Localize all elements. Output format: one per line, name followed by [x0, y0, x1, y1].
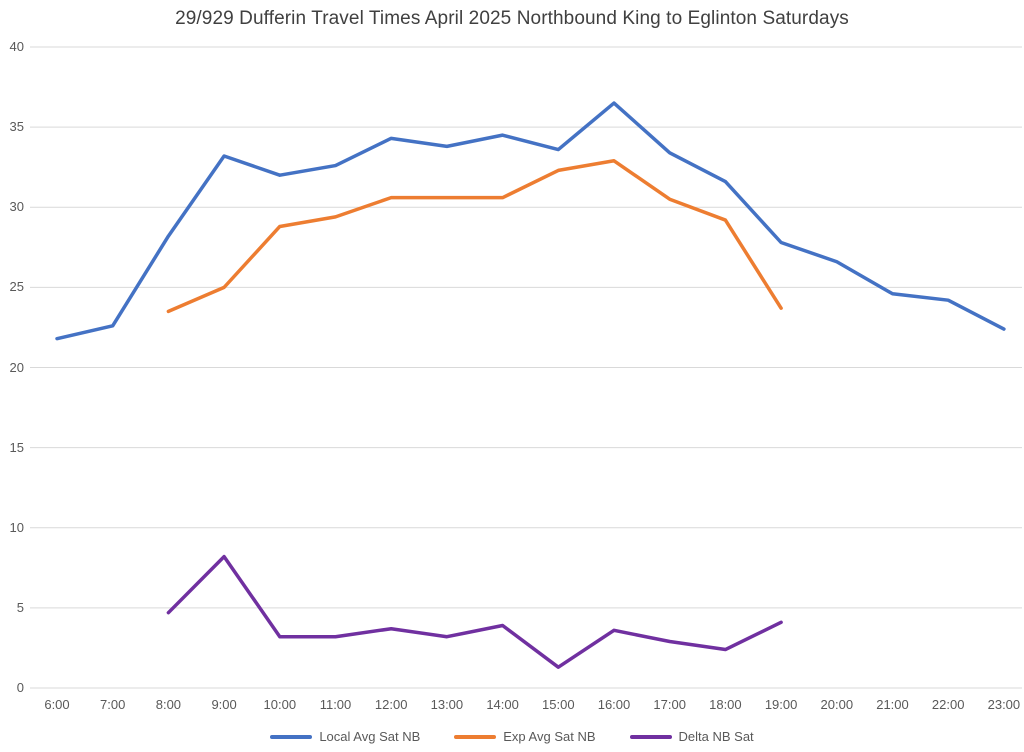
x-tick-label: 9:00 — [211, 697, 237, 712]
series-line-delta-nb-sat — [166, 554, 783, 669]
legend-line-swatch-delta — [629, 734, 672, 739]
x-tick-label: 23:00 — [987, 697, 1021, 712]
y-tick-label: 15 — [9, 439, 24, 455]
series-line-exp-avg-sat-nb — [166, 159, 783, 314]
y-tick-label: 30 — [9, 199, 24, 215]
legend-line-swatch-exp — [454, 734, 497, 739]
legend-label: Delta NB Sat — [678, 729, 754, 744]
x-tick-label: 13:00 — [430, 697, 464, 712]
x-tick-label: 10:00 — [263, 697, 297, 712]
legend-item-local-avg-sat-nb: Local Avg Sat NB — [270, 729, 420, 744]
legend-item-exp-avg-sat-nb: Exp Avg Sat NB — [454, 729, 596, 744]
x-tick-label: 19:00 — [764, 697, 798, 712]
legend-label: Local Avg Sat NB — [319, 729, 421, 744]
y-tick-label: 25 — [9, 279, 24, 295]
legend-label: Exp Avg Sat NB — [503, 729, 596, 744]
x-tick-label: 16:00 — [597, 697, 631, 712]
x-tick-label: 20:00 — [820, 697, 854, 712]
x-tick-label: 18:00 — [709, 697, 742, 712]
series-line-local-avg-sat-nb — [55, 101, 1006, 341]
y-tick-label: 40 — [9, 39, 24, 54]
x-tick-label: 21:00 — [876, 697, 909, 712]
chart-title: 29/929 Dufferin Travel Times April 2025 … — [175, 8, 849, 29]
x-tick-label: 11:00 — [319, 697, 352, 712]
legend-item-delta-nb-sat: Delta NB Sat — [629, 729, 754, 744]
y-tick-label: 0 — [16, 680, 24, 695]
x-tick-label: 17:00 — [653, 697, 686, 712]
x-tick-label: 15:00 — [542, 697, 575, 712]
x-tick-label: 12:00 — [374, 697, 408, 712]
x-tick-label: 8:00 — [155, 697, 182, 712]
y-tick-label: 10 — [9, 519, 24, 535]
x-tick-label: 7:00 — [100, 697, 126, 712]
x-tick-label: 6:00 — [44, 697, 70, 712]
legend-line-swatch-local — [270, 734, 313, 739]
x-tick-label: 22:00 — [931, 697, 965, 712]
x-tick-label: 14:00 — [486, 697, 519, 712]
y-tick-label: 5 — [16, 599, 24, 615]
y-tick-label: 20 — [9, 359, 24, 375]
y-tick-label: 35 — [9, 119, 24, 135]
legend: Local Avg Sat NB Exp Avg Sat NB Delta NB… — [0, 729, 1024, 744]
